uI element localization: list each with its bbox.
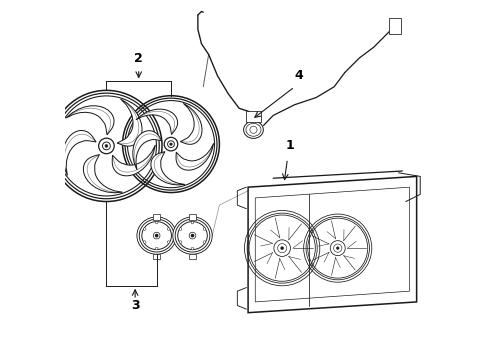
Circle shape: [203, 241, 205, 243]
Circle shape: [167, 241, 169, 243]
Polygon shape: [133, 131, 162, 170]
Circle shape: [191, 247, 193, 250]
Circle shape: [155, 234, 158, 237]
Circle shape: [191, 221, 193, 224]
Circle shape: [169, 143, 172, 145]
FancyBboxPatch shape: [153, 214, 160, 220]
Circle shape: [153, 232, 160, 239]
Text: 3: 3: [131, 299, 139, 312]
Circle shape: [102, 142, 110, 150]
Circle shape: [99, 138, 114, 154]
Polygon shape: [66, 106, 114, 135]
FancyBboxPatch shape: [388, 18, 400, 34]
Polygon shape: [151, 152, 184, 185]
FancyBboxPatch shape: [188, 214, 196, 220]
Circle shape: [249, 126, 257, 134]
Circle shape: [167, 228, 169, 230]
Circle shape: [333, 244, 341, 252]
Polygon shape: [247, 176, 416, 313]
Polygon shape: [62, 130, 96, 175]
Polygon shape: [136, 109, 177, 135]
Circle shape: [203, 228, 205, 230]
Ellipse shape: [137, 217, 176, 254]
Circle shape: [105, 145, 107, 147]
Circle shape: [179, 241, 182, 243]
Ellipse shape: [243, 121, 263, 138]
Ellipse shape: [175, 219, 209, 252]
Ellipse shape: [172, 217, 212, 254]
Circle shape: [167, 141, 174, 148]
Polygon shape: [176, 143, 213, 170]
Circle shape: [143, 241, 146, 243]
FancyBboxPatch shape: [153, 254, 160, 259]
Circle shape: [143, 228, 146, 230]
Ellipse shape: [177, 222, 207, 249]
Ellipse shape: [142, 222, 171, 249]
Polygon shape: [117, 99, 142, 146]
Circle shape: [277, 244, 286, 253]
Polygon shape: [83, 154, 122, 193]
Ellipse shape: [139, 219, 174, 252]
Polygon shape: [112, 145, 155, 176]
Circle shape: [273, 240, 290, 256]
Circle shape: [155, 247, 158, 250]
Circle shape: [155, 221, 158, 224]
Polygon shape: [180, 103, 202, 144]
Circle shape: [189, 232, 196, 239]
FancyBboxPatch shape: [246, 111, 260, 122]
Circle shape: [280, 247, 283, 249]
Circle shape: [329, 240, 345, 256]
Circle shape: [164, 138, 178, 151]
Circle shape: [191, 234, 193, 237]
Text: 1: 1: [285, 139, 294, 152]
FancyBboxPatch shape: [188, 254, 196, 259]
Circle shape: [336, 247, 338, 249]
Text: 4: 4: [294, 69, 303, 82]
Text: 2: 2: [134, 51, 143, 64]
Ellipse shape: [245, 123, 261, 136]
Circle shape: [179, 228, 182, 230]
